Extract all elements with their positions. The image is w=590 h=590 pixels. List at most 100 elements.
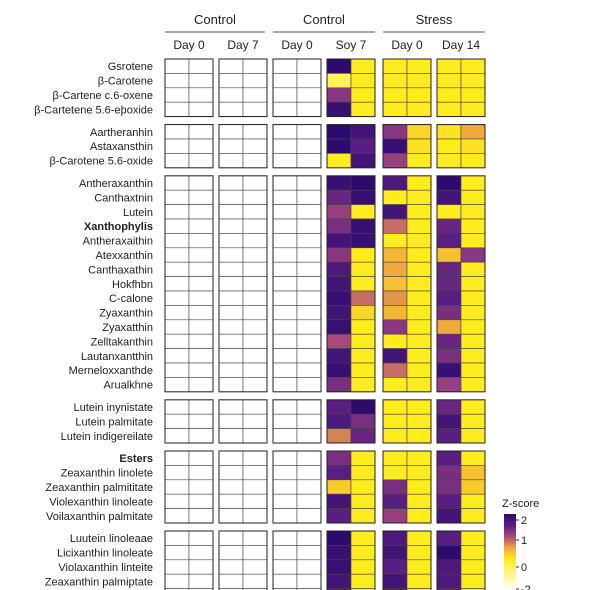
heatmap-cell xyxy=(406,247,432,263)
heatmap-cell xyxy=(296,290,322,306)
heatmap-cell xyxy=(326,508,352,524)
row-label: Atexxanthin xyxy=(96,250,153,262)
heatmap-cell xyxy=(326,305,352,321)
heatmap-cell xyxy=(242,276,268,292)
row-label: Lutein palmitate xyxy=(75,416,153,428)
heatmap-cell xyxy=(460,138,486,154)
heatmap-cell xyxy=(218,153,244,169)
heatmap-cell xyxy=(296,573,322,589)
heatmap-cell xyxy=(326,479,352,495)
heatmap-cell xyxy=(350,508,376,524)
heatmap-cell xyxy=(164,413,190,429)
heatmap-cell xyxy=(164,233,190,249)
heatmap-cell xyxy=(350,479,376,495)
heatmap-cell xyxy=(296,305,322,321)
heatmap-cell xyxy=(350,153,376,169)
heatmap-cell xyxy=(460,479,486,495)
heatmap-cell xyxy=(272,479,298,495)
heatmap-cell xyxy=(350,305,376,321)
heatmap-cell xyxy=(188,588,214,590)
heatmap-cell xyxy=(272,175,298,191)
heatmap-cell xyxy=(382,377,408,393)
heatmap-cell xyxy=(382,138,408,154)
heatmap-cell xyxy=(272,138,298,154)
heatmap-cell xyxy=(382,508,408,524)
heatmap-cell xyxy=(296,124,322,140)
block-outline xyxy=(272,175,322,393)
heatmap-cell xyxy=(272,124,298,140)
row-label: Arualkhne xyxy=(103,380,153,392)
heatmap-cell xyxy=(382,413,408,429)
row-label: Zeaxanthin palmititate xyxy=(45,482,153,494)
block-outline xyxy=(436,530,486,590)
heatmap-cell xyxy=(326,290,352,306)
row-label: β-Carotene 5.6-oxide xyxy=(49,156,153,168)
heatmap-cell xyxy=(164,305,190,321)
row-label: Violexanthin linoleate xyxy=(49,496,153,508)
heatmap-cell xyxy=(460,189,486,205)
heatmap-cell xyxy=(296,362,322,378)
row-label: Licixanthin linoleate xyxy=(57,548,153,560)
heatmap-cell xyxy=(218,87,244,103)
heatmap-cell xyxy=(382,588,408,590)
heatmap-cell xyxy=(164,261,190,277)
block-outline xyxy=(326,124,376,169)
heatmap-cell xyxy=(436,399,462,415)
heatmap-cell xyxy=(350,428,376,444)
heatmap-cell xyxy=(272,377,298,393)
row-label: Violaxanthin linteite xyxy=(58,562,153,574)
heatmap-cell xyxy=(188,573,214,589)
heatmap-cell xyxy=(350,588,376,590)
heatmap-cell xyxy=(326,58,352,74)
heatmap-cell xyxy=(218,189,244,205)
heatmap-cell xyxy=(272,573,298,589)
heatmap-cell xyxy=(188,530,214,546)
heatmap-cell xyxy=(382,233,408,249)
heatmap-cell xyxy=(436,479,462,495)
heatmap-cell xyxy=(218,493,244,509)
heatmap-cell xyxy=(406,305,432,321)
block-outline xyxy=(272,450,322,524)
heatmap-cell xyxy=(350,73,376,89)
heatmap-cell xyxy=(296,479,322,495)
heatmap-cell xyxy=(272,276,298,292)
heatmap-cell xyxy=(164,290,190,306)
heatmap-cell xyxy=(218,204,244,220)
heatmap-cell xyxy=(164,153,190,169)
heatmap-cell xyxy=(188,261,214,277)
colorbar xyxy=(504,514,516,590)
heatmap-cell xyxy=(218,530,244,546)
heatmap-cell xyxy=(382,189,408,205)
block-outline xyxy=(272,58,322,118)
colorbar-tick-label: -2 xyxy=(521,584,531,590)
heatmap-cell xyxy=(350,290,376,306)
heatmap-cell xyxy=(326,428,352,444)
heatmap-cell xyxy=(272,73,298,89)
heatmap-cell xyxy=(406,588,432,590)
heatmap-cell xyxy=(242,319,268,335)
heatmap-cell xyxy=(296,545,322,561)
row-label: Zelltakanthin xyxy=(91,336,153,348)
colorbar-tick-label: 0 xyxy=(521,562,527,574)
heatmap-cell xyxy=(350,399,376,415)
colorbar-tick-label: 1 xyxy=(521,535,527,547)
heatmap-cell xyxy=(188,450,214,466)
heatmap-cell xyxy=(242,377,268,393)
heatmap-cell xyxy=(436,545,462,561)
heatmap-cell xyxy=(436,101,462,117)
heatmap-cell xyxy=(406,290,432,306)
heatmap-cell xyxy=(242,573,268,589)
block-outline xyxy=(272,530,322,590)
block-outline xyxy=(436,58,486,118)
block-outline xyxy=(164,58,214,118)
heatmap-cell xyxy=(272,399,298,415)
heatmap-cell xyxy=(350,377,376,393)
heatmap-cell xyxy=(350,348,376,364)
row-label: Astaxansthin xyxy=(90,141,153,153)
heatmap-cell xyxy=(242,559,268,575)
heatmap-cell xyxy=(436,276,462,292)
heatmap-cell xyxy=(242,138,268,154)
heatmap-cell xyxy=(218,333,244,349)
block-outline xyxy=(218,58,268,118)
block-outline xyxy=(164,530,214,590)
